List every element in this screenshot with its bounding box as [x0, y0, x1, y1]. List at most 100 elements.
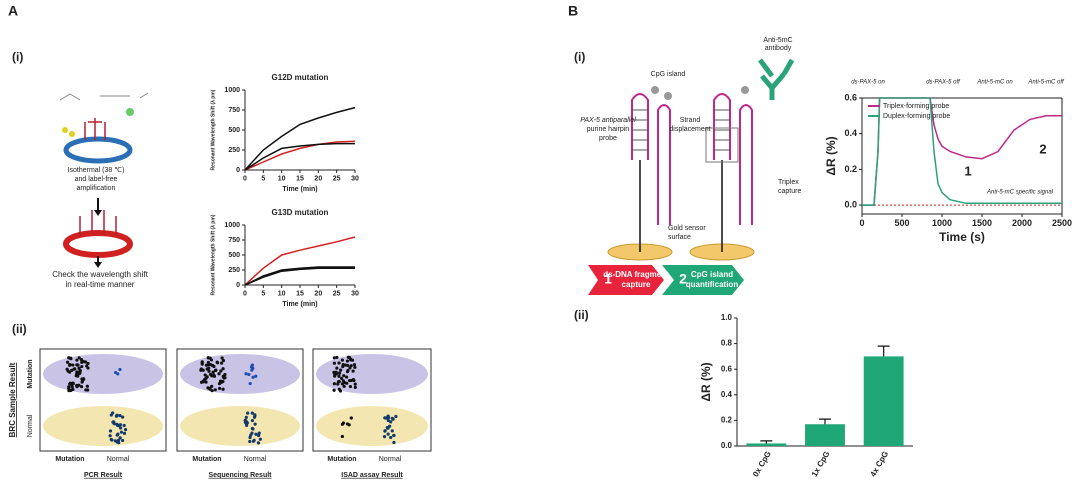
dot: [347, 355, 352, 360]
dot: [389, 435, 393, 440]
annotation: Anti-5-mC on: [976, 80, 1013, 86]
dot: [70, 383, 74, 387]
step-text: quantification: [686, 280, 739, 289]
series-line: [244, 267, 355, 286]
dot: [244, 372, 248, 376]
dot: [219, 369, 223, 373]
x-tick-label: 0x CpG: [751, 450, 773, 479]
dot: [251, 375, 255, 379]
x-tick-label: 10: [278, 175, 286, 182]
dot: [337, 379, 341, 384]
capture-schematic: [588, 58, 795, 295]
dot: [246, 411, 250, 415]
step-number: 2: [679, 271, 687, 287]
x-tick-label: 2500: [1052, 218, 1072, 228]
x-tick-label: 1000: [932, 218, 952, 228]
dot: [345, 375, 349, 379]
series-line: [244, 142, 355, 171]
annotation: ds-PAX-5 off: [926, 80, 961, 86]
dot: [77, 366, 81, 370]
dot: [204, 363, 209, 367]
dot: [214, 368, 218, 372]
dot: [75, 358, 79, 362]
dot: [250, 426, 254, 431]
x-tick-label: 15: [296, 290, 304, 297]
x-tick-label: 500: [894, 218, 909, 228]
dot: [244, 415, 248, 419]
dot: [348, 366, 352, 370]
dot: [392, 440, 396, 445]
x-tick-label: 30: [351, 175, 359, 182]
schematic-text: Gold sensor: [668, 225, 706, 232]
legend-label: Triplex-forming probe: [883, 103, 949, 110]
dot: [335, 366, 339, 370]
dot: [68, 363, 72, 367]
step-text: ds-DNA fragment: [603, 270, 669, 279]
dot: [394, 414, 398, 419]
dot: [254, 432, 258, 436]
dot: [349, 416, 353, 420]
dot: [386, 418, 390, 423]
dot: [337, 361, 341, 365]
row-label: Mutation: [27, 359, 34, 388]
dot: [389, 420, 393, 424]
x-axis-label: Time (s): [939, 230, 985, 244]
schematic-text: Strand: [680, 117, 701, 124]
dot: [220, 356, 224, 360]
dot: [340, 422, 345, 426]
dot: [248, 381, 252, 386]
dot: [219, 380, 224, 384]
dot: [346, 368, 350, 373]
col-label: Mutation: [327, 456, 356, 463]
dot: [118, 413, 122, 418]
x-tick-label: 1500: [972, 218, 992, 228]
dot: [386, 432, 390, 436]
dot: [251, 366, 255, 370]
x-tick-label: 5: [261, 290, 265, 297]
dot: [337, 371, 342, 375]
dot: [340, 358, 344, 362]
dot: [347, 378, 352, 383]
panel-label: (i): [574, 50, 585, 64]
dot: [392, 433, 396, 438]
dot: [213, 388, 217, 392]
dot: [353, 365, 357, 369]
dot: [212, 373, 216, 377]
dot: [353, 382, 357, 386]
y-tick-label: 1000: [224, 222, 240, 229]
y-tick-label: 0.4: [844, 128, 857, 138]
dot: [386, 426, 390, 430]
x-tick-label: 4x CpG: [868, 450, 890, 479]
y-tick-label: 750: [228, 237, 240, 244]
dot: [67, 389, 71, 393]
dot: [116, 432, 120, 436]
schematic-text: Anti-5mC: [763, 37, 792, 44]
y-tick-label: 0.6: [721, 364, 733, 373]
dot: [210, 384, 214, 388]
x-tick-label: 5: [261, 175, 265, 182]
chart-title: G12D mutation: [272, 73, 329, 82]
dot: [109, 413, 113, 417]
dot: [257, 431, 261, 435]
dot: [221, 387, 225, 391]
series-line: [244, 106, 356, 171]
dot: [250, 364, 254, 368]
dot: [77, 356, 81, 360]
x-tick-label: 20: [314, 175, 322, 182]
dot: [118, 426, 123, 430]
dot: [253, 422, 257, 426]
dot: [332, 382, 336, 386]
dot: [203, 373, 207, 377]
dot: [336, 382, 340, 386]
y-axis-label: Resonant Wavelength Shift (λ pm): [210, 214, 216, 295]
series-line: [244, 236, 356, 286]
dot: [215, 361, 220, 365]
dot: [115, 413, 119, 417]
dot: [122, 423, 126, 428]
dot: [251, 439, 256, 443]
dot: [77, 383, 81, 387]
y-tick-label: 250: [228, 267, 240, 274]
dot: [347, 423, 351, 427]
dot: [108, 429, 113, 433]
